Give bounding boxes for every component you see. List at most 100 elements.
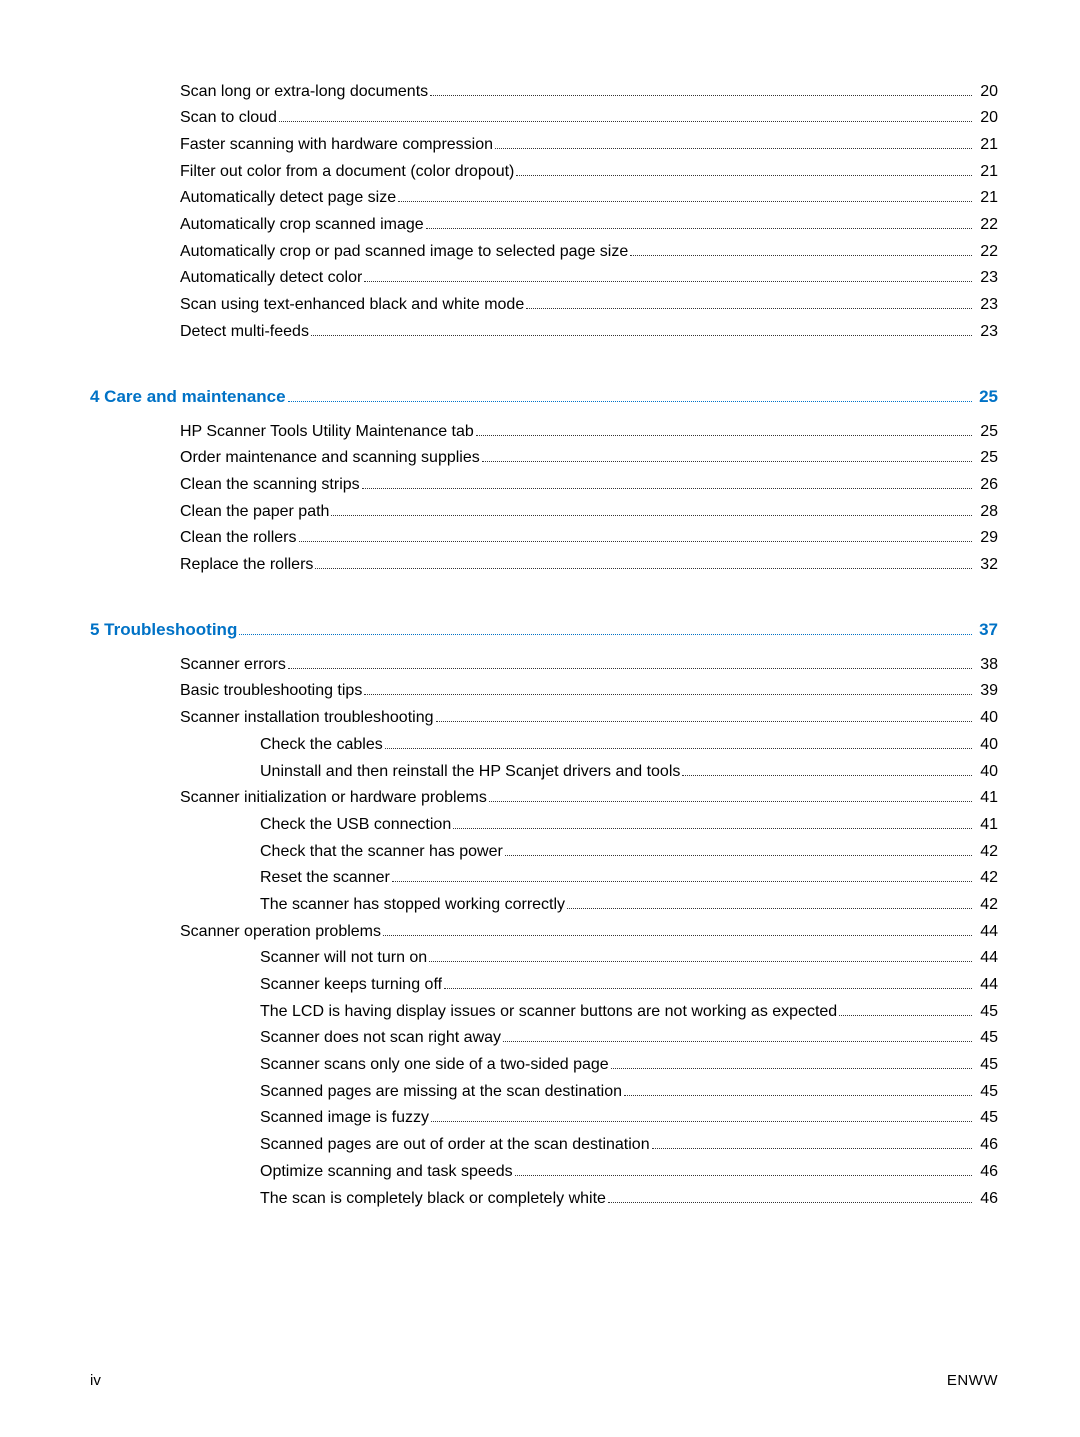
toc-entry-page: 41 <box>974 813 998 836</box>
toc-entry[interactable]: Replace the rollers32 <box>180 553 998 576</box>
toc-heading[interactable]: 4 Care and maintenance25 <box>90 385 998 410</box>
toc-entry-page: 41 <box>974 786 998 809</box>
toc-entry-title: Scanner installation troubleshooting <box>180 706 434 729</box>
toc-entry[interactable]: Order maintenance and scanning supplies2… <box>180 446 998 469</box>
toc-entry[interactable]: Scanner will not turn on44 <box>260 946 998 969</box>
toc-entry[interactable]: Check the cables40 <box>260 733 998 756</box>
toc-entry-title: Scanned pages are out of order at the sc… <box>260 1133 650 1156</box>
toc-leader <box>383 921 972 935</box>
toc-entry[interactable]: Automatically detect page size21 <box>180 186 998 209</box>
toc-entry-page: 46 <box>974 1160 998 1183</box>
toc-heading-page: 37 <box>974 618 998 643</box>
toc-entry-page: 32 <box>974 553 998 576</box>
toc-entry[interactable]: Scanner does not scan right away45 <box>260 1026 998 1049</box>
toc-leader <box>429 948 972 962</box>
toc-entry-title: Reset the scanner <box>260 866 390 889</box>
toc-entry-page: 44 <box>974 920 998 943</box>
toc-entry-page: 42 <box>974 840 998 863</box>
toc-leader <box>482 448 972 462</box>
toc-entry-page: 39 <box>974 679 998 702</box>
toc-entry[interactable]: HP Scanner Tools Utility Maintenance tab… <box>180 420 998 443</box>
toc-entry-page: 44 <box>974 973 998 996</box>
toc-entry-title: Clean the scanning strips <box>180 473 360 496</box>
toc-leader <box>364 681 972 695</box>
toc-entry-title: Automatically crop scanned image <box>180 213 424 236</box>
toc-entry-page: 45 <box>974 1000 998 1023</box>
toc-entry[interactable]: Automatically crop scanned image22 <box>180 213 998 236</box>
toc-entry[interactable]: Automatically crop or pad scanned image … <box>180 240 998 263</box>
toc-entry[interactable]: Scanner operation problems 44 <box>180 920 998 943</box>
toc-heading[interactable]: 5 Troubleshooting 37 <box>90 618 998 643</box>
toc-entry[interactable]: Clean the scanning strips26 <box>180 473 998 496</box>
toc-entry-page: 45 <box>974 1106 998 1129</box>
toc-entry-title: Filter out color from a document (color … <box>180 160 514 183</box>
toc-leader <box>239 620 972 635</box>
toc-entry[interactable]: Faster scanning with hardware compressio… <box>180 133 998 156</box>
toc-page: Scan long or extra-long documents20 Scan … <box>0 0 1080 1437</box>
toc-entry[interactable]: Scanner scans only one side of a two-sid… <box>260 1053 998 1076</box>
toc-leader <box>331 501 972 515</box>
toc-entry[interactable]: Optimize scanning and task speeds46 <box>260 1160 998 1183</box>
toc-leader <box>364 268 972 282</box>
toc-entry[interactable]: Filter out color from a document (color … <box>180 160 998 183</box>
toc-leader <box>630 241 972 255</box>
toc-entry[interactable]: Automatically detect color23 <box>180 266 998 289</box>
toc-entry-page: 23 <box>974 266 998 289</box>
toc-entry-page: 21 <box>974 160 998 183</box>
toc-entry[interactable]: The scan is completely black or complete… <box>260 1187 998 1210</box>
toc-entry-title: Uninstall and then reinstall the HP Scan… <box>260 760 680 783</box>
toc-entry-page: 22 <box>974 240 998 263</box>
toc-leader <box>444 975 972 989</box>
toc-heading-title: 5 Troubleshooting <box>90 618 237 643</box>
toc-entry[interactable]: Detect multi-feeds 23 <box>180 320 998 343</box>
toc-entry-page: 42 <box>974 866 998 889</box>
toc-entry[interactable]: Scanner errors38 <box>180 653 998 676</box>
toc-entry[interactable]: Scan using text-enhanced black and white… <box>180 293 998 316</box>
toc-leader <box>299 528 973 542</box>
toc-entry-title: Check that the scanner has power <box>260 840 503 863</box>
toc-entry-title: Detect multi-feeds <box>180 320 309 343</box>
toc-leader <box>476 421 972 435</box>
toc-entry-title: Scanner operation problems <box>180 920 381 943</box>
toc-entry-page: 42 <box>974 893 998 916</box>
toc-entry-page: 28 <box>974 500 998 523</box>
toc-leader <box>495 134 972 148</box>
toc-entry-title: Scanner errors <box>180 653 286 676</box>
toc-entry[interactable]: Scanned pages are missing at the scan de… <box>260 1080 998 1103</box>
toc-entry-title: Scanner does not scan right away <box>260 1026 501 1049</box>
toc-entry[interactable]: Scan long or extra-long documents20 <box>180 80 998 103</box>
toc-leader <box>430 81 972 95</box>
toc-entry[interactable]: Basic troubleshooting tips39 <box>180 679 998 702</box>
toc-entry-page: 45 <box>974 1053 998 1076</box>
toc-entry[interactable]: Check that the scanner has power 42 <box>260 840 998 863</box>
toc-entry[interactable]: Scanned image is fuzzy45 <box>260 1106 998 1129</box>
toc-leader <box>526 295 972 309</box>
toc-entry[interactable]: Scanner initialization or hardware probl… <box>180 786 998 809</box>
toc-leader <box>315 555 972 569</box>
toc-entry-page: 40 <box>974 733 998 756</box>
toc-entry[interactable]: Clean the paper path28 <box>180 500 998 523</box>
toc-leader <box>682 761 972 775</box>
toc-entry-page: 21 <box>974 133 998 156</box>
toc-entry[interactable]: Clean the rollers29 <box>180 526 998 549</box>
toc-entry[interactable]: Uninstall and then reinstall the HP Scan… <box>260 760 998 783</box>
toc-entry-page: 23 <box>974 293 998 316</box>
toc-entry[interactable]: Scanned pages are out of order at the sc… <box>260 1133 998 1156</box>
toc-entry[interactable]: Scanner keeps turning off 44 <box>260 973 998 996</box>
toc-entry[interactable]: Scan to cloud20 <box>180 106 998 129</box>
toc-entry[interactable]: The LCD is having display issues or scan… <box>260 1000 998 1023</box>
toc-entry-page: 40 <box>974 706 998 729</box>
toc-leader <box>608 1188 972 1202</box>
toc-entry[interactable]: Scanner installation troubleshooting 40 <box>180 706 998 729</box>
toc-leader <box>839 1001 972 1015</box>
toc-leader <box>567 895 972 909</box>
toc-entry[interactable]: Reset the scanner 42 <box>260 866 998 889</box>
toc-entry[interactable]: Check the USB connection41 <box>260 813 998 836</box>
page-footer: iv ENWW <box>90 1372 998 1389</box>
toc-entry-title: Scanner keeps turning off <box>260 973 442 996</box>
toc-leader <box>426 215 972 229</box>
toc-entry-page: 29 <box>974 526 998 549</box>
toc-entry[interactable]: The scanner has stopped working correctl… <box>260 893 998 916</box>
toc-heading-title: 4 Care and maintenance <box>90 385 286 410</box>
toc-entry-page: 23 <box>974 320 998 343</box>
